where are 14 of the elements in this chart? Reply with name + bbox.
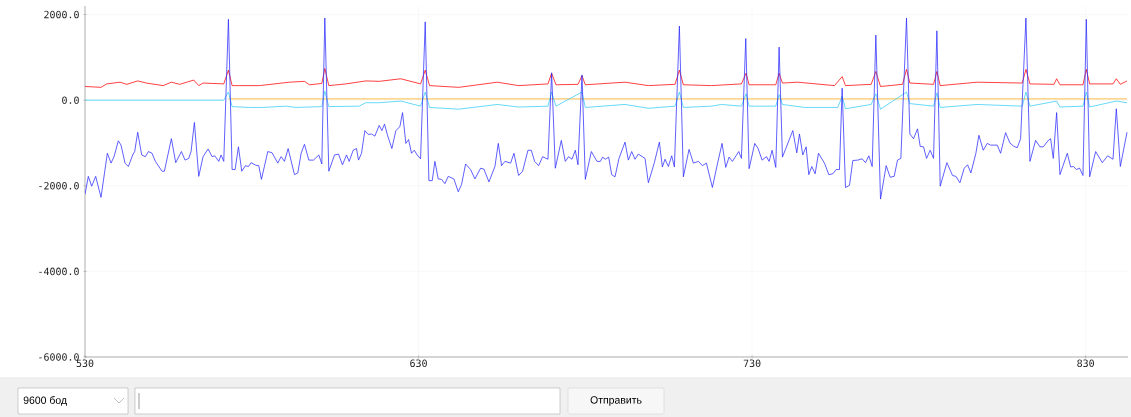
- y-tick-label: -6000.0: [39, 353, 79, 361]
- line-series: [85, 90, 1128, 110]
- x-tick-label: 530: [76, 359, 94, 368]
- text: Отправить: [590, 396, 642, 406]
- line-series: [85, 17, 1128, 200]
- line-series: [85, 68, 1128, 88]
- x-tick-label: 630: [410, 359, 427, 368]
- x-tick-label: 730: [743, 359, 761, 368]
- y-tick-label: 0.0: [62, 96, 79, 104]
- text: 9600 бод: [23, 396, 67, 406]
- y-tick-label: -4000.0: [39, 267, 79, 276]
- y-tick-label: -2000.0: [39, 182, 79, 190]
- y-tick-label: 2000.0: [44, 10, 79, 19]
- x-tick-label: 830: [1077, 359, 1094, 368]
